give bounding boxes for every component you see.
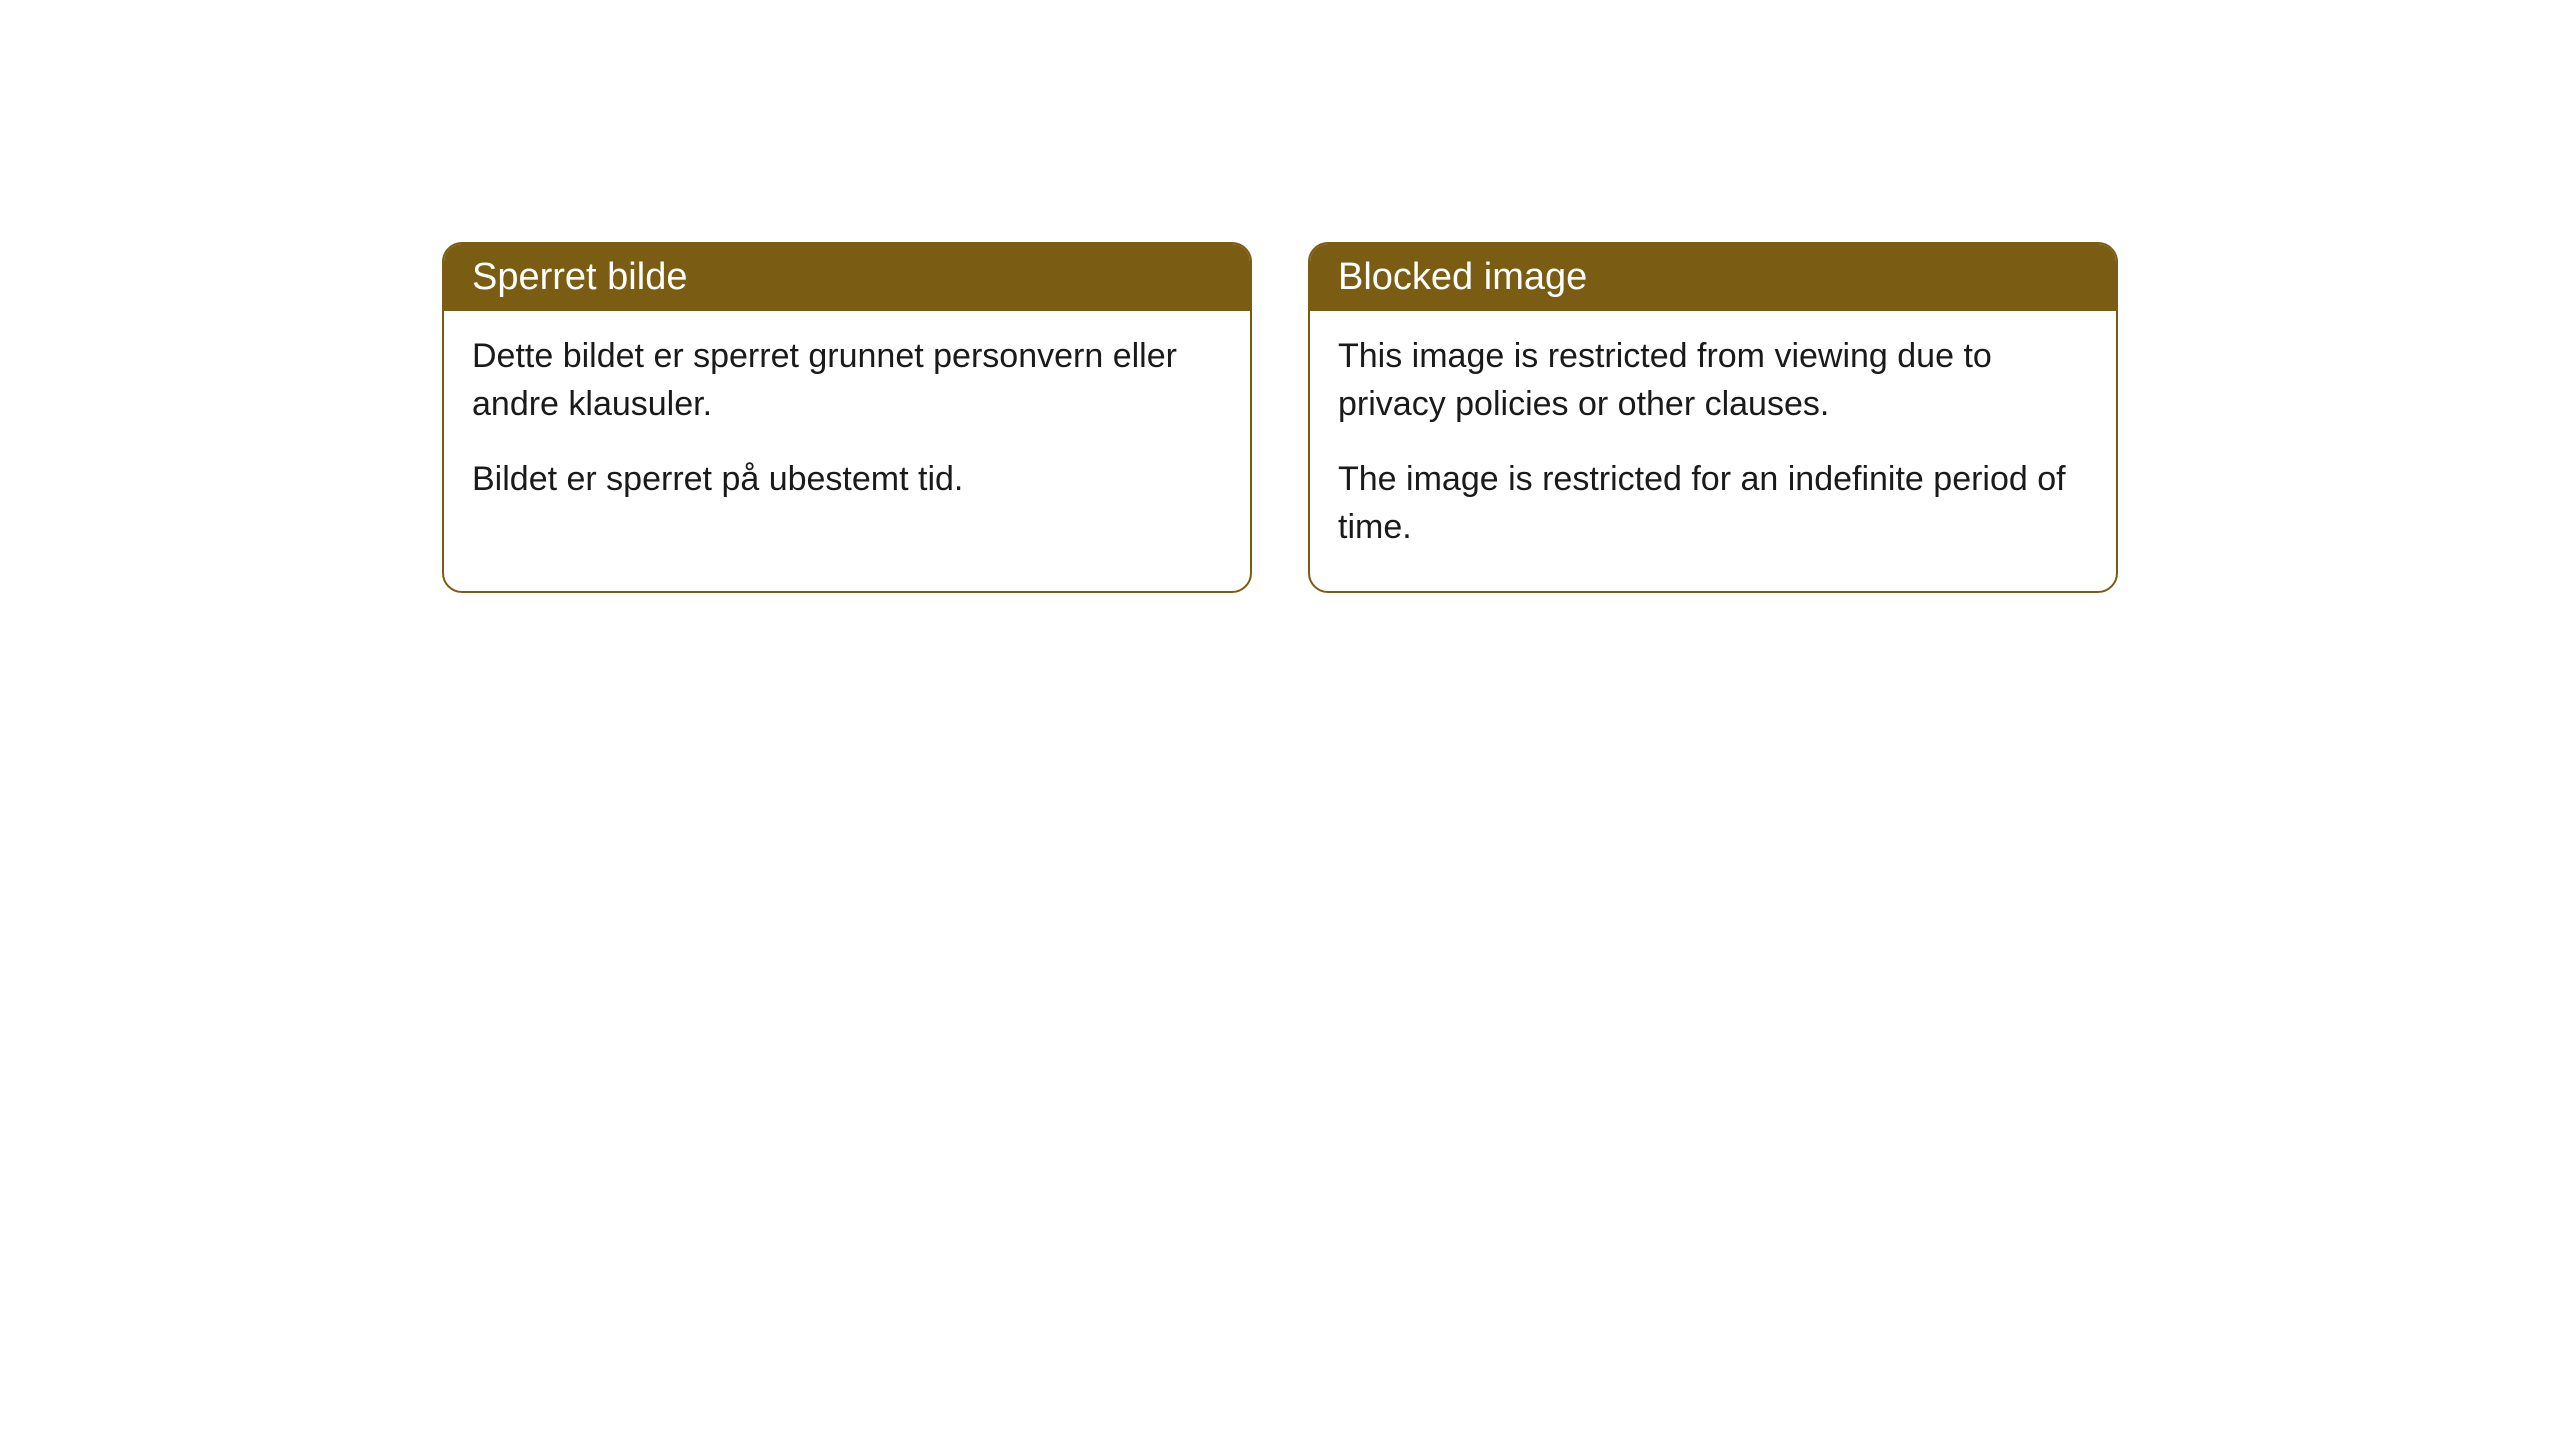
card-body-norwegian: Dette bildet er sperret grunnet personve… [444,311,1250,544]
card-text-english-2: The image is restricted for an indefinit… [1338,456,2088,551]
card-header-english: Blocked image [1310,244,2116,311]
card-body-english: This image is restricted from viewing du… [1310,311,2116,591]
card-text-norwegian-2: Bildet er sperret på ubestemt tid. [472,456,1222,504]
card-text-english-1: This image is restricted from viewing du… [1338,333,2088,428]
cards-container: Sperret bilde Dette bildet er sperret gr… [0,242,2560,593]
card-english: Blocked image This image is restricted f… [1308,242,2118,593]
card-text-norwegian-1: Dette bildet er sperret grunnet personve… [472,333,1222,428]
card-norwegian: Sperret bilde Dette bildet er sperret gr… [442,242,1252,593]
card-header-norwegian: Sperret bilde [444,244,1250,311]
